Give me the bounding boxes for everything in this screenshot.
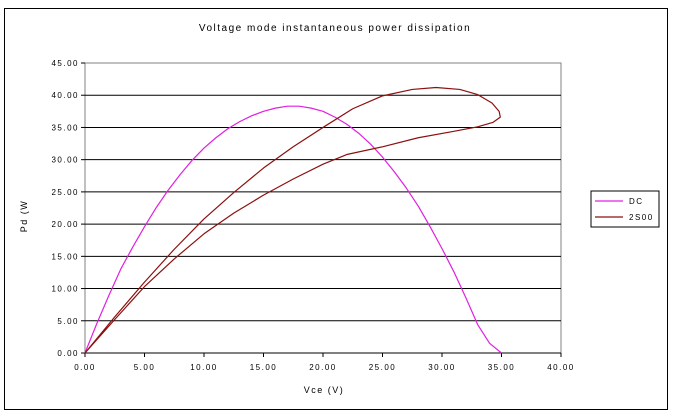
y-tick-label: 20.00 (51, 220, 79, 229)
x-tick-label: 5.00 (134, 363, 156, 372)
y-tick-label: 25.00 (51, 188, 79, 197)
y-axis-label: Pd (W (19, 200, 29, 233)
y-tick-label: 30.00 (51, 156, 79, 165)
x-tick-label: 10.00 (190, 363, 218, 372)
x-axis-label: Vce (V) (304, 385, 345, 395)
legend: DC 2S00 (590, 190, 660, 228)
chart-frame: Voltage mode instantaneous power dissipa… (4, 8, 668, 410)
x-tick-label: 15.00 (250, 363, 278, 372)
y-tick-label: 45.00 (51, 59, 79, 68)
x-tick-label: 25.00 (369, 363, 397, 372)
y-tick-label: 40.00 (51, 91, 79, 100)
y-tick-label: 35.00 (51, 123, 79, 132)
legend-label-2s00: 2S00 (629, 213, 654, 222)
chart: Voltage mode instantaneous power dissipa… (19, 23, 660, 395)
x-tick-label: 0.00 (74, 363, 96, 372)
x-tick-label: 35.00 (488, 363, 516, 372)
chart-title: Voltage mode instantaneous power dissipa… (199, 23, 471, 34)
legend-label-dc: DC (629, 197, 644, 206)
series-line-dc (84, 105, 502, 354)
y-tick-label: 10.00 (51, 285, 79, 294)
y-tick-label: 5.00 (57, 317, 79, 326)
legend-box (590, 190, 660, 228)
x-tick-label: 30.00 (428, 363, 456, 372)
series-line-2s00 (84, 86, 501, 354)
x-tick-label: 20.00 (309, 363, 337, 372)
y-tick-label: 15.00 (51, 252, 79, 261)
y-tick-label: 0.00 (57, 349, 79, 358)
x-tick-label: 40.00 (547, 363, 575, 372)
